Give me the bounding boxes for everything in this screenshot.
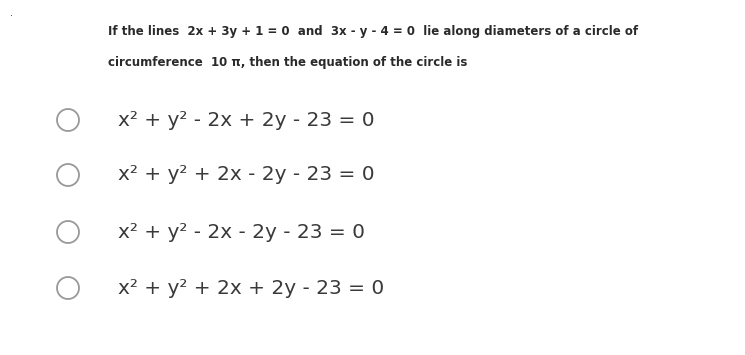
Text: x² + y² - 2x + 2y - 23 = 0: x² + y² - 2x + 2y - 23 = 0 [118, 110, 375, 130]
Text: circumference  10 π, then the equation of the circle is: circumference 10 π, then the equation of… [108, 56, 467, 69]
Text: x² + y² + 2x - 2y - 23 = 0: x² + y² + 2x - 2y - 23 = 0 [118, 165, 375, 185]
Text: .: . [10, 8, 13, 18]
Text: x² + y² + 2x + 2y - 23 = 0: x² + y² + 2x + 2y - 23 = 0 [118, 279, 384, 297]
Text: x² + y² - 2x - 2y - 23 = 0: x² + y² - 2x - 2y - 23 = 0 [118, 223, 365, 241]
Text: If the lines  2x + 3y + 1 = 0  and  3x - y - 4 = 0  lie along diameters of a cir: If the lines 2x + 3y + 1 = 0 and 3x - y … [108, 25, 638, 38]
